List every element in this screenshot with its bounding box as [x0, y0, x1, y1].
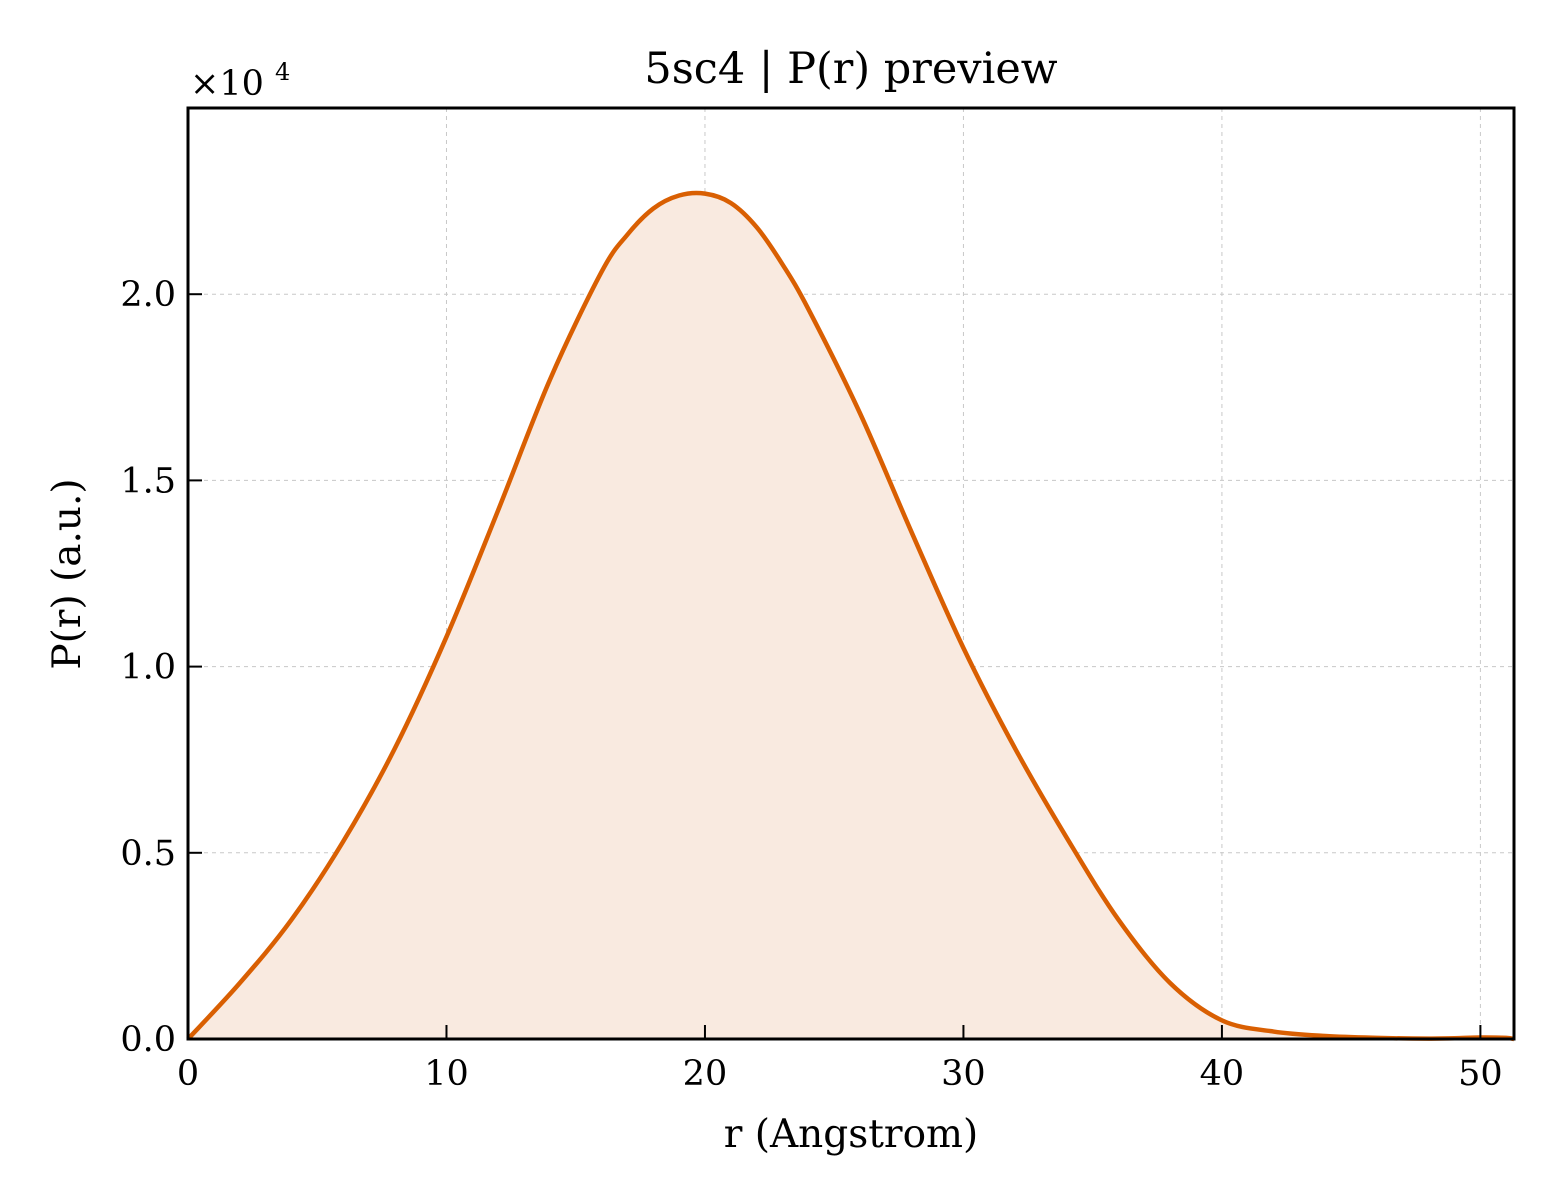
y-tick-label: 1.0	[120, 648, 176, 688]
y-offset-exponent: 4	[275, 58, 290, 86]
y-tick-label: 2.0	[120, 275, 176, 315]
pr-series-line	[186, 190, 1515, 1042]
chart-title: 5sc4 | P(r) preview	[644, 44, 1057, 94]
x-tick-label: 0	[177, 1054, 199, 1094]
x-tick-label: 20	[683, 1054, 728, 1094]
x-tick-label: 40	[1200, 1054, 1245, 1094]
x-tick-label: 30	[941, 1054, 986, 1094]
y-tick-label: 1.5	[120, 461, 176, 501]
y-tick-label: 0.5	[120, 834, 176, 874]
y-axis-label: P(r) (a.u.)	[45, 478, 90, 669]
x-tick-label: 50	[1458, 1054, 1503, 1094]
y-tick-label: 0.0	[120, 1020, 176, 1060]
x-tick-label: 10	[424, 1054, 469, 1094]
plot-frame	[186, 106, 1516, 1041]
y-offset-base: ×10	[190, 64, 264, 104]
x-axis-label: r (Angstrom)	[724, 1112, 979, 1157]
y-offset-multiplier: ×10 4	[190, 58, 290, 104]
pr-area-fill	[188, 193, 1514, 1039]
axis-ticks: 0 10 20 30 40 50 0.0 0.5 1.0 1.5 2.0	[120, 275, 1502, 1094]
